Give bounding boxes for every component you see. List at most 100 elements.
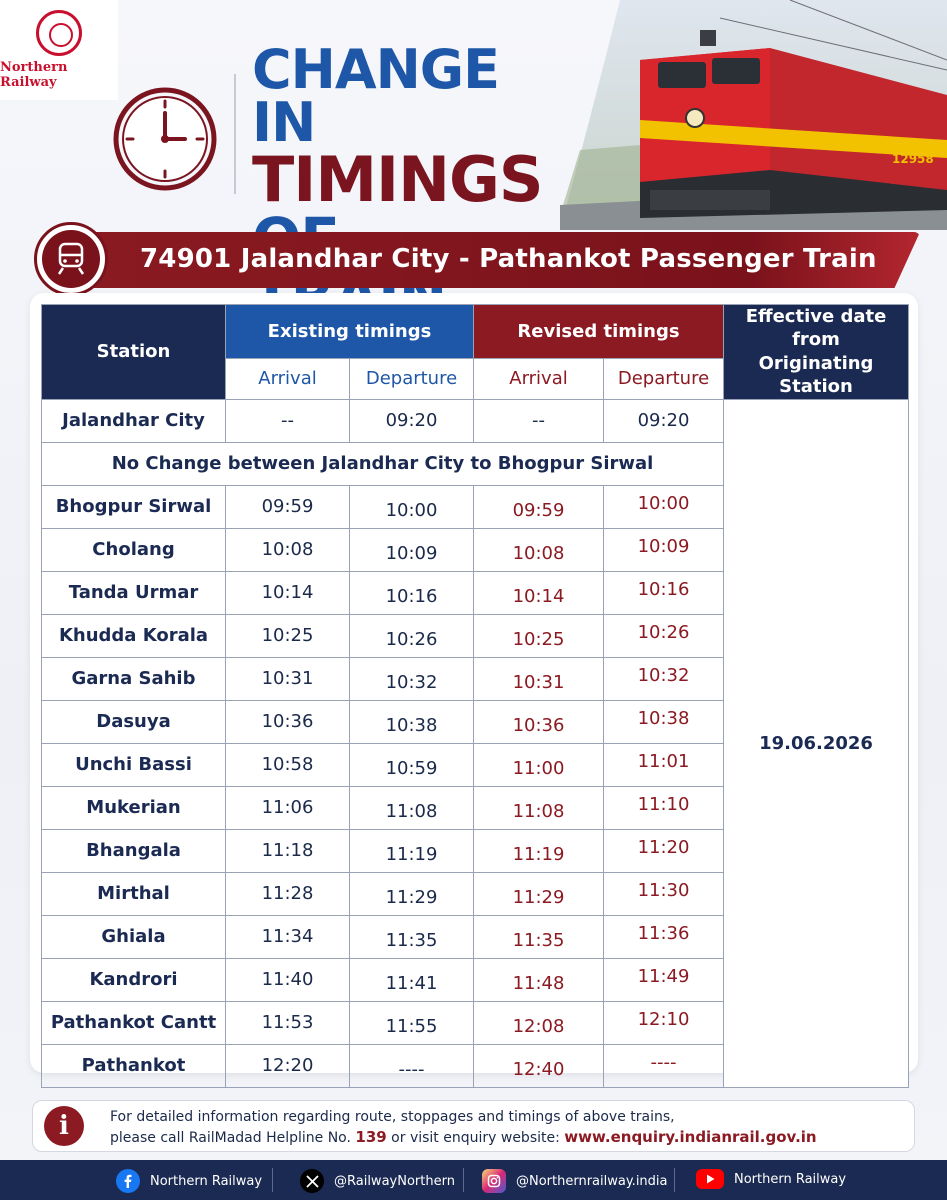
- existing-departure: 10:59: [349, 742, 474, 787]
- table-row: Ghiala 11:34 11:35 11:35 11:36: [41, 914, 909, 959]
- existing-arrival: 10:25: [225, 613, 350, 658]
- station-name: Jalandhar City: [41, 398, 226, 443]
- existing-arrival: 10:31: [225, 656, 350, 701]
- station-name: Ghiala: [41, 914, 226, 959]
- existing-departure: 11:19: [349, 828, 474, 873]
- existing-departure: 10:26: [349, 613, 474, 658]
- station-name: Mirthal: [41, 871, 226, 916]
- existing-arrival: 10:14: [225, 570, 350, 615]
- helpline-info-text: For detailed information regarding route…: [110, 1107, 817, 1148]
- station-name: Cholang: [41, 527, 226, 572]
- station-name: Bhangala: [41, 828, 226, 873]
- table-row: No Change between Jalandhar City to Bhog…: [40, 441, 909, 486]
- station-name: Dasuya: [41, 699, 226, 744]
- table-row: Bhogpur Sirwal 09:59 10:00 09:59 10:00: [41, 484, 909, 529]
- existing-arrival: 09:59: [225, 484, 350, 529]
- train-title: 74901 Jalandhar City - Pathankot Passeng…: [140, 244, 877, 274]
- table-row: Tanda Urmar 10:14 10:16 10:14 10:16: [41, 570, 909, 615]
- info-line-2: please call RailMadad Helpline No. 139 o…: [110, 1127, 817, 1148]
- train-title-banner: [70, 232, 920, 288]
- headline-line-1: CHANGE IN: [252, 38, 500, 154]
- revised-arrival: 12:08: [473, 1000, 604, 1045]
- table-row: Pathankot Cantt 11:53 11:55 12:08 12:10: [41, 1000, 909, 1045]
- instagram-link[interactable]: @Northernrailway.india: [482, 1169, 668, 1193]
- revised-departure: 09:20: [602, 398, 725, 443]
- northern-railway-logo: Northern Railway: [0, 0, 118, 100]
- train-badge: [34, 222, 108, 296]
- existing-arrival: 11:34: [225, 914, 350, 959]
- table-row: Khudda Korala 10:25 10:26 10:25 10:26: [41, 613, 909, 658]
- revised-departure: 11:10: [602, 785, 725, 830]
- helpline-number: 139: [355, 1128, 387, 1146]
- no-change-note: No Change between Jalandhar City to Bhog…: [40, 441, 725, 486]
- header-effective-date: Effective date from Originating Station: [723, 304, 910, 400]
- existing-departure: ----: [349, 1043, 474, 1088]
- existing-departure: 09:20: [349, 398, 474, 443]
- header-effective-line-1: Effective date from: [745, 306, 887, 351]
- revised-arrival: 10:08: [473, 527, 604, 572]
- existing-arrival: 10:36: [225, 699, 350, 744]
- revised-arrival: 09:59: [473, 484, 604, 529]
- footer-separator: [272, 1168, 273, 1192]
- revised-arrival: 12:40: [473, 1043, 604, 1088]
- station-name: Pathankot: [41, 1043, 226, 1088]
- revised-arrival: 11:29: [473, 871, 604, 916]
- table-row: Pathankot 12:20 ---- 12:40 ----: [41, 1043, 909, 1088]
- railway-emblem-icon: [36, 10, 82, 56]
- existing-departure: 11:35: [349, 914, 474, 959]
- info-line-2-mid: or visit enquiry website:: [386, 1130, 565, 1146]
- logo-text: Northern Railway: [0, 60, 68, 90]
- station-name: Kandrori: [41, 957, 226, 1002]
- existing-departure: 11:08: [349, 785, 474, 830]
- revised-arrival: 11:08: [473, 785, 604, 830]
- revised-departure: 10:26: [602, 613, 725, 658]
- existing-departure: 11:41: [349, 957, 474, 1002]
- train-icon: [57, 242, 85, 275]
- youtube-link[interactable]: Northern Railway: [696, 1169, 846, 1189]
- revised-departure: 11:20: [602, 828, 725, 873]
- instagram-handle: @Northernrailway.india: [516, 1173, 668, 1189]
- table-row: Mukerian 11:06 11:08 11:08 11:10: [41, 785, 909, 830]
- revised-departure: 10:09: [602, 527, 725, 572]
- existing-departure: 10:38: [349, 699, 474, 744]
- station-name: Mukerian: [41, 785, 226, 830]
- revised-arrival: 10:14: [473, 570, 604, 615]
- existing-departure: 11:29: [349, 871, 474, 916]
- facebook-link[interactable]: Northern Railway: [116, 1169, 262, 1193]
- revised-arrival: 10:25: [473, 613, 604, 658]
- x-icon: [300, 1169, 324, 1193]
- x-link[interactable]: @RailwayNorthern: [300, 1169, 455, 1193]
- headline-line-2: TIMINGS: [252, 142, 544, 216]
- effective-date: 19.06.2026: [723, 398, 910, 1088]
- table-row: Garna Sahib 10:31 10:32 10:31 10:32: [41, 656, 909, 701]
- existing-arrival: 11:06: [225, 785, 350, 830]
- header-effective-line-2: Originating Station: [758, 352, 874, 398]
- header-existing-timings: Existing timings: [225, 303, 474, 360]
- revised-departure: 10:38: [602, 699, 725, 744]
- footer-separator: [674, 1168, 675, 1192]
- revised-arrival: 11:48: [473, 957, 604, 1002]
- existing-departure: 10:09: [349, 527, 474, 572]
- info-line-2-prefix: please call RailMadad Helpline No.: [110, 1130, 356, 1146]
- table-row: Unchi Bassi 10:58 10:59 11:00 11:01: [41, 742, 909, 787]
- timetable: Station Existing timings Revised timings…: [40, 303, 910, 1088]
- header-divider: [234, 74, 236, 194]
- station-name: Pathankot Cantt: [41, 1000, 226, 1045]
- revised-departure: 10:00: [602, 484, 725, 529]
- table-row: Kandrori 11:40 11:41 11:48 11:49: [41, 957, 909, 1002]
- enquiry-website-link[interactable]: www.enquiry.indianrail.gov.in: [564, 1128, 817, 1146]
- existing-arrival: 11:40: [225, 957, 350, 1002]
- x-handle: @RailwayNorthern: [334, 1173, 455, 1189]
- table-row: Bhangala 11:18 11:19 11:19 11:20: [41, 828, 909, 873]
- revised-arrival: 11:19: [473, 828, 604, 873]
- revised-arrival: 10:36: [473, 699, 604, 744]
- header-revised-timings: Revised timings: [472, 303, 725, 360]
- revised-departure: 11:49: [602, 957, 725, 1002]
- revised-arrival: --: [473, 398, 604, 443]
- revised-departure: 12:10: [602, 1000, 725, 1045]
- loco-number: 12958: [892, 152, 934, 166]
- table-row: Jalandhar City -- 09:20 -- 09:20 19.06.2…: [41, 398, 910, 1088]
- existing-arrival: 10:08: [225, 527, 350, 572]
- subheader-revised-departure: Departure: [602, 358, 725, 400]
- header-station: Station: [41, 304, 226, 400]
